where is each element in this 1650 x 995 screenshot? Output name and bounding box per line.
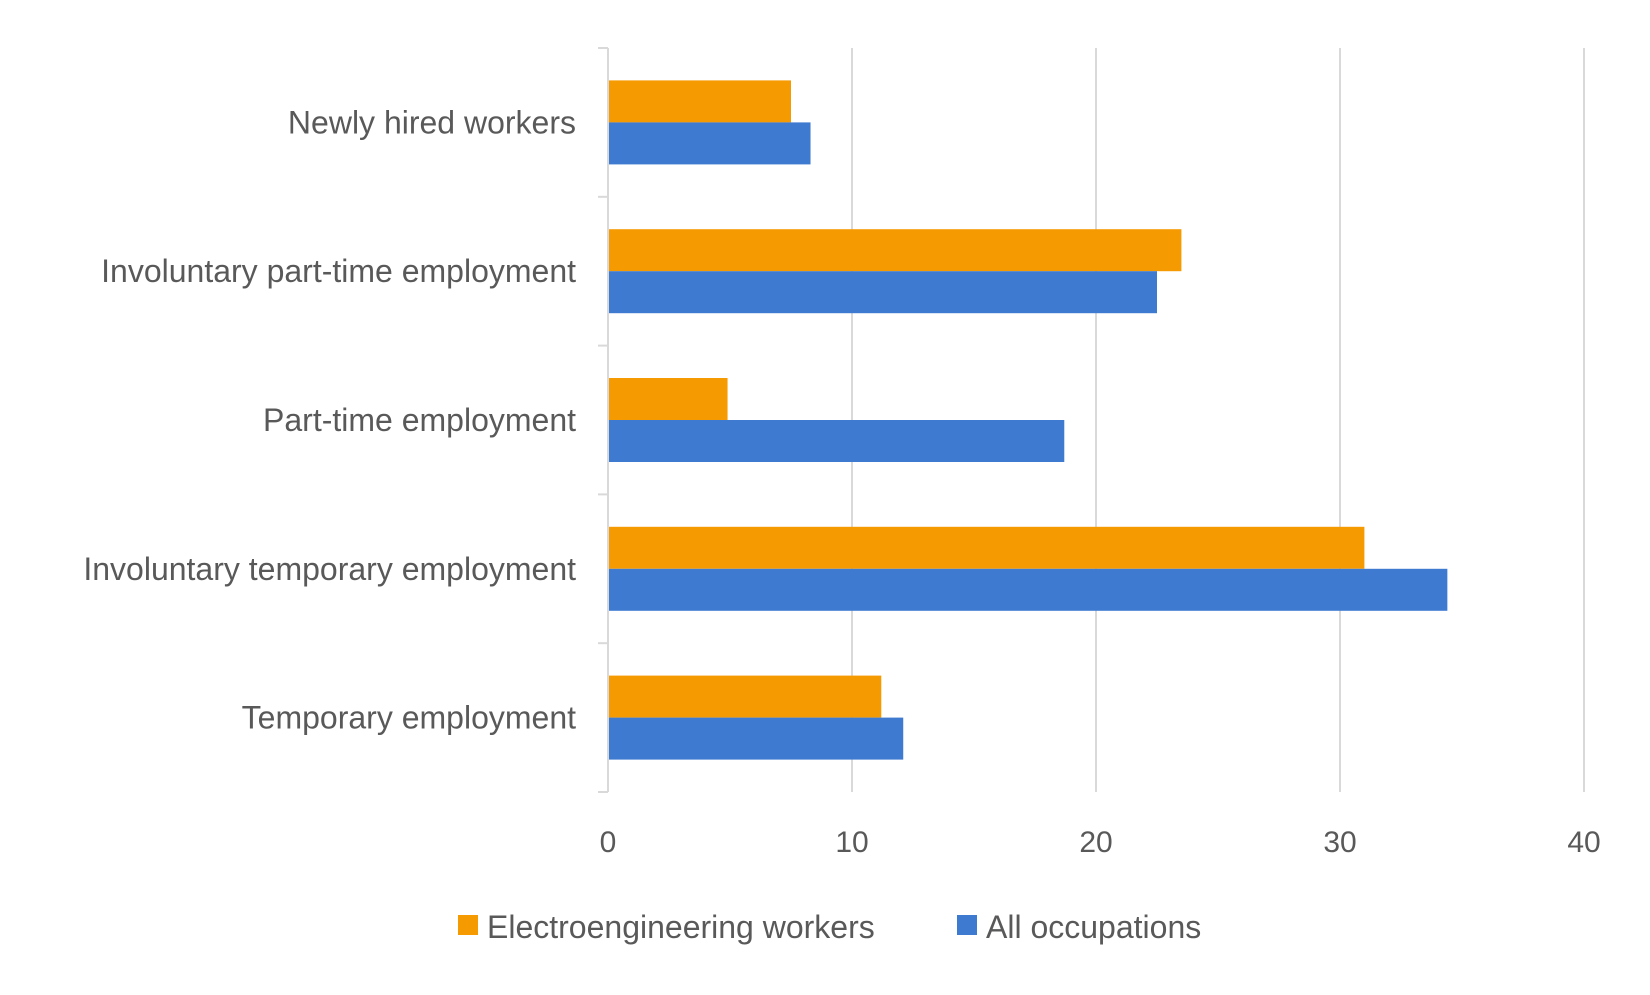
y-axis	[598, 47, 609, 793]
bars	[608, 80, 1448, 760]
category-label-3: Involuntary temporary employment	[83, 551, 576, 587]
bar-all-occupations-0	[608, 122, 811, 165]
legend-swatch-electroengineering	[458, 915, 478, 935]
bar-all-occupations-3	[608, 568, 1448, 611]
x-tick-40: 40	[1567, 826, 1600, 859]
category-labels: Newly hired workers Involuntary part-time…	[83, 104, 576, 735]
bar-all-occupations-2	[608, 420, 1065, 462]
bar-electroengineering-3	[608, 526, 1365, 569]
category-label-1: Involuntary part-time employment	[101, 253, 576, 289]
bar-electroengineering-4	[608, 675, 882, 718]
legend: Electroengineering workers All occupatio…	[458, 909, 1201, 945]
category-label-4: Temporary employment	[242, 700, 576, 736]
bar-electroengineering-2	[608, 378, 728, 420]
bar-all-occupations-1	[608, 271, 1157, 314]
bar-all-occupations-4	[608, 717, 904, 760]
x-tick-20: 20	[1079, 826, 1112, 859]
x-tick-10: 10	[835, 826, 868, 859]
category-label-0: Newly hired workers	[288, 104, 576, 140]
x-tick-30: 30	[1323, 826, 1356, 859]
bar-electroengineering-1	[608, 229, 1182, 272]
x-tick-labels: 0 10 20 30 40	[600, 826, 1601, 859]
category-label-2: Part-time employment	[263, 402, 576, 438]
legend-label-electroengineering: Electroengineering workers	[487, 909, 875, 945]
x-tick-0: 0	[600, 826, 617, 859]
legend-swatch-all-occupations	[957, 915, 977, 935]
bar-electroengineering-0	[608, 80, 791, 123]
legend-label-all-occupations: All occupations	[986, 909, 1201, 945]
